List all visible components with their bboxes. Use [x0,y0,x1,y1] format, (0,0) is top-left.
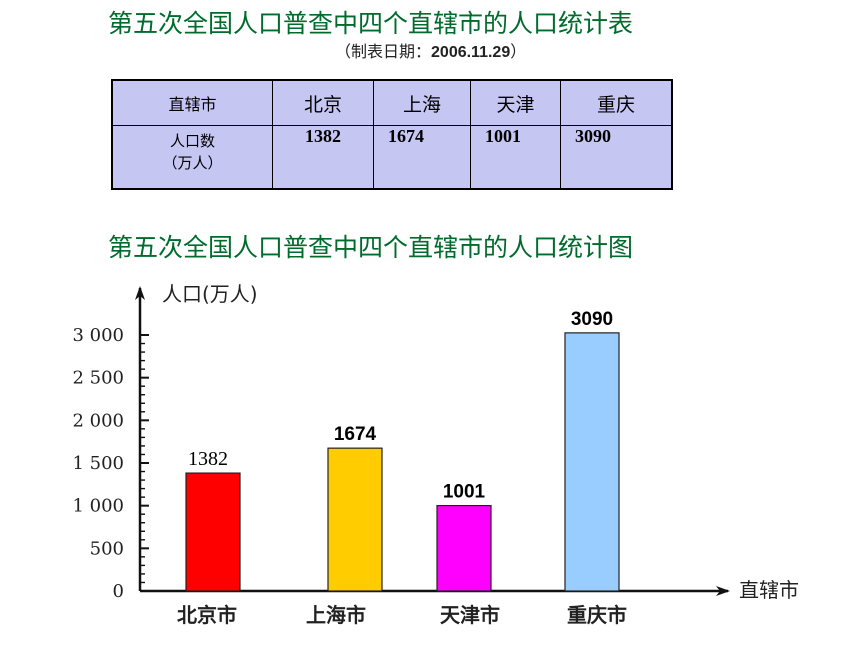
y-tick-label: 2 500 [72,368,124,389]
subtitle-date: 2006.11.29 [431,44,511,61]
row-label-cell: 人口数 （万人） [111,125,273,190]
category-label: 北京市 [177,603,237,627]
bar [327,447,383,592]
bar [185,472,241,592]
population-table: 直辖市 北京 上海 天津 重庆 人口数 （万人） 1382 1674 1001 3… [111,79,673,190]
bar [436,504,492,592]
y-tick-label: 1 500 [72,453,124,474]
y-tick-label: 3 000 [72,325,124,346]
data-label: 1674 [334,424,377,445]
table-header-row: 直辖市 北京 上海 天津 重庆 [111,79,673,126]
subtitle-prefix: （制表日期： [335,42,432,61]
city-header-chongqing: 重庆 [560,79,673,126]
category-label: 上海市 [306,603,366,627]
row-label-line2: （万人） [162,154,223,172]
category-label: 天津市 [440,603,500,627]
y-axis-title: 人口(万人) [162,282,258,306]
data-label: 1001 [443,482,486,503]
city-header-shanghai: 上海 [373,79,471,126]
y-tick-label: 500 [90,538,124,559]
table-subtitle: （制表日期：2006.11.29） [335,38,526,62]
table-value-row: 人口数 （万人） 1382 1674 1001 3090 [111,125,673,190]
city-header-beijing: 北京 [272,79,374,126]
data-label: 1382 [188,448,228,470]
subtitle-suffix: ） [510,42,527,61]
row-label-line1: 人口数 [169,132,215,150]
header-label-cell: 直辖市 [111,79,273,126]
y-tick-label: 0 [113,581,124,602]
value-shanghai: 1674 [373,125,471,190]
bar [564,332,620,592]
x-axis-title: 直辖市 [739,578,799,602]
chart-title: 第五次全国人口普查中四个直辖市的人口统计图 [108,233,634,262]
y-ticks: 0 500 1 000 1 500 2 000 2 500 3 000 [72,325,149,602]
chart-bars [185,332,620,592]
value-chongqing: 3090 [560,125,673,190]
value-tianjin: 1001 [470,125,561,190]
y-tick-label: 1 000 [72,496,124,517]
city-header-tianjin: 天津 [470,79,561,126]
category-label: 重庆市 [567,603,627,627]
table-title: 第五次全国人口普查中四个直辖市的人口统计表 [108,9,634,38]
y-tick-label: 2 000 [72,410,124,431]
data-label: 3090 [571,309,613,330]
chart-labels: 1382 北京市 1674 上海市 1001 天津市 3090 重庆市 [177,309,627,627]
